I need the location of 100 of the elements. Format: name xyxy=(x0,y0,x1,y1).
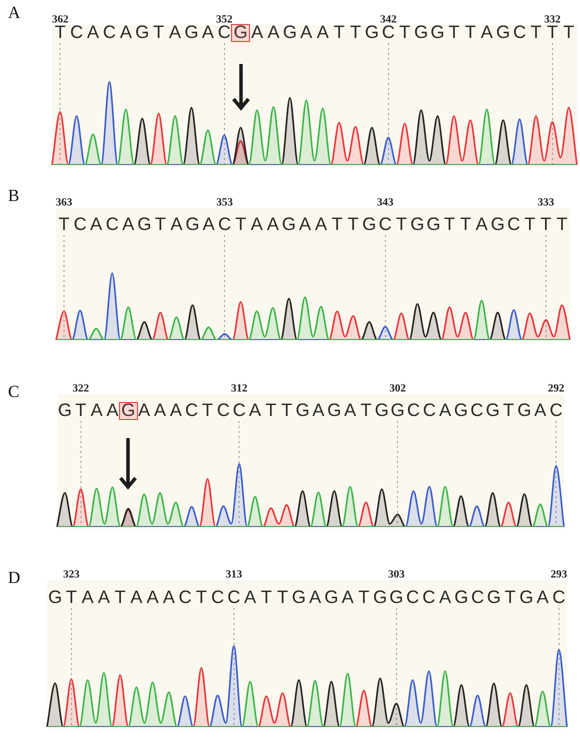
x-tick-label: T xyxy=(460,214,472,234)
x-tick-label: C xyxy=(216,400,230,420)
x-tick-label: A xyxy=(170,214,182,234)
x-tick-label: A xyxy=(476,214,488,234)
x-tick-label: T xyxy=(66,586,77,607)
x-tick-label: A xyxy=(106,400,118,420)
x-tick-label: T xyxy=(196,586,207,607)
x-tick-label: A xyxy=(90,214,102,234)
x-tick-label: A xyxy=(202,22,214,42)
x-tick-label: T xyxy=(114,586,126,607)
x-tick-label: A xyxy=(244,586,256,607)
x-tick-label: T xyxy=(396,214,407,234)
x-tick-label: A xyxy=(122,214,134,234)
x-tick-label: A xyxy=(298,214,311,234)
x-tick-label: T xyxy=(348,214,359,234)
x-tick-label: A xyxy=(316,22,329,42)
x-tick-label: C xyxy=(227,586,240,607)
x-tick-label: A xyxy=(169,22,182,42)
x2-tick-label: 323 xyxy=(63,568,80,580)
x-tick-label: G xyxy=(282,214,296,234)
x-tick-label: G xyxy=(517,400,532,420)
x-tick-label: G xyxy=(496,22,510,42)
x-tick-label: C xyxy=(378,214,392,234)
x-tick-label: T xyxy=(153,22,164,42)
x-tick-label: T xyxy=(448,22,460,42)
x-tick-label: G xyxy=(430,22,445,42)
x-tick-label: T xyxy=(202,400,214,420)
x-tick-label: A xyxy=(439,586,452,607)
x2-tick-label: 333 xyxy=(538,196,555,208)
x-tick-label: T xyxy=(75,400,86,420)
x-tick-label: C xyxy=(106,214,119,234)
x-tick-label: A xyxy=(534,400,546,420)
x-tick-label: C xyxy=(185,400,198,420)
x-tick-label: G xyxy=(186,214,200,234)
x-tick-label: A xyxy=(202,214,215,234)
x-tick-label: A xyxy=(439,400,452,420)
x-tick-label: A xyxy=(98,586,110,607)
x-tick-label: T xyxy=(281,400,292,420)
x-tick-label: A xyxy=(87,22,100,42)
x-tick-label: A xyxy=(536,586,549,607)
x-tick-label: C xyxy=(552,586,566,607)
x-tick-label: T xyxy=(265,400,276,420)
x-tick-label: A xyxy=(138,400,150,420)
chart-title: B xyxy=(8,186,20,206)
x-tick-label: G xyxy=(519,586,534,607)
x-tick-label: T xyxy=(350,22,362,42)
x-tick-label: C xyxy=(102,22,116,42)
x-tick-label: G xyxy=(58,400,72,420)
x-tick-label: A xyxy=(82,586,94,607)
x-tick-label: G xyxy=(296,400,310,420)
x-tick-label: A xyxy=(312,400,324,420)
x-tick-label: G xyxy=(234,22,248,42)
x-tick-label: T xyxy=(504,586,516,607)
x-tick-label: A xyxy=(267,22,280,42)
x2-tick-label: 353 xyxy=(216,196,234,208)
x-tick-label: T xyxy=(332,214,343,234)
x-tick-label: C xyxy=(507,214,520,234)
x-tick-label: A xyxy=(266,214,279,234)
x2-tick-label: 302 xyxy=(389,382,406,394)
x-tick-label: T xyxy=(235,214,246,234)
x-tick-label: G xyxy=(390,400,405,420)
x-tick-label: G xyxy=(184,22,198,42)
x-tick-label: C xyxy=(406,400,420,420)
x-tick-label: C xyxy=(178,586,192,607)
x-tick-label: G xyxy=(389,586,404,607)
x-tick-label: T xyxy=(464,22,476,42)
x-tick-label: G xyxy=(426,214,440,234)
x-tick-label: T xyxy=(444,214,456,234)
x-tick-label: C xyxy=(406,586,420,607)
x-tick-label: C xyxy=(218,214,232,234)
x-tick-label: G xyxy=(48,586,62,607)
x-tick-label: A xyxy=(154,400,166,420)
x-tick-label: A xyxy=(342,586,354,607)
x-tick-label: G xyxy=(454,400,468,420)
x-tick-label: T xyxy=(260,586,272,607)
x-tick-label: T xyxy=(358,586,370,607)
x-tick-label: C xyxy=(74,214,87,234)
x-tick-label: A xyxy=(344,400,356,420)
x2-tick-label: 322 xyxy=(72,382,90,394)
x-tick-label: A xyxy=(90,400,103,420)
x-tick-label: G xyxy=(282,22,297,42)
x-tick-label: G xyxy=(135,22,150,42)
x2-tick-label: 312 xyxy=(230,382,248,394)
x-tick-label: C xyxy=(422,400,436,420)
x2-tick-label: 303 xyxy=(388,568,406,580)
x2-tick-label: 363 xyxy=(56,196,73,208)
x-tick-label: A xyxy=(130,586,142,607)
x-tick-label: A xyxy=(250,214,263,234)
x-tick-label: G xyxy=(324,586,338,607)
x2-tick-label: 313 xyxy=(226,568,243,580)
x-tick-label: A xyxy=(146,586,159,607)
x-tick-label: C xyxy=(232,400,246,420)
chart-title: C xyxy=(8,382,20,402)
x-tick-label: T xyxy=(334,22,345,42)
x-tick-label: G xyxy=(414,22,428,42)
chart-title: D xyxy=(8,568,20,588)
x-tick-label: G xyxy=(490,214,505,234)
x-tick-label: G xyxy=(374,400,389,420)
x-tick-label: G xyxy=(410,214,424,234)
x-tick-label: C xyxy=(471,586,484,607)
